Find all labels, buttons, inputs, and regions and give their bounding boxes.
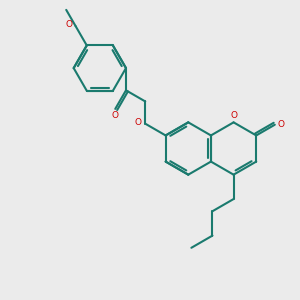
Text: O: O bbox=[66, 20, 73, 29]
Text: O: O bbox=[112, 111, 118, 120]
Text: O: O bbox=[135, 118, 142, 127]
Text: O: O bbox=[278, 120, 285, 129]
Text: O: O bbox=[231, 111, 238, 120]
